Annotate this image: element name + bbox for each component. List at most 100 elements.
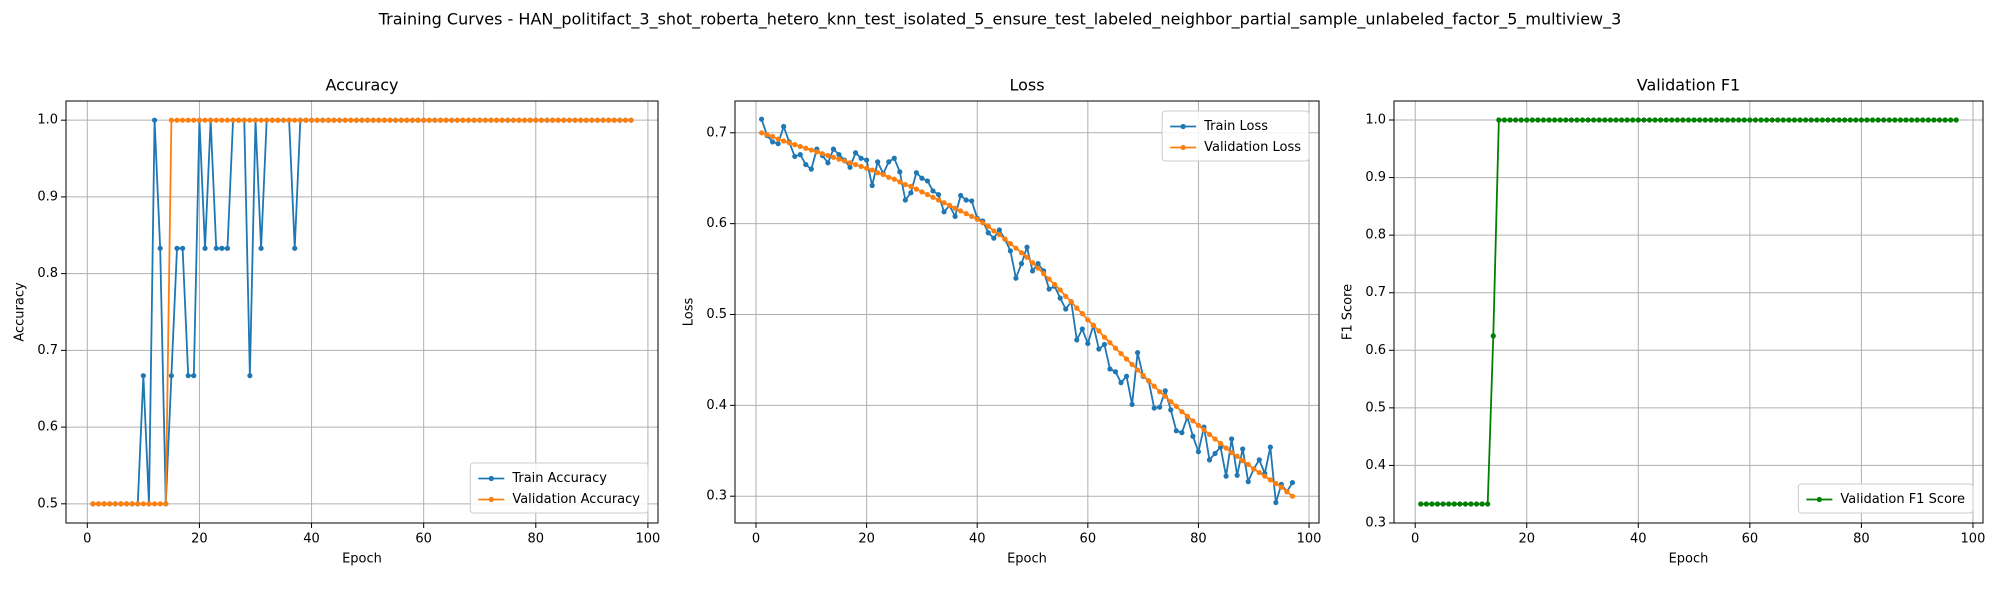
data-point (1157, 404, 1163, 410)
data-point (974, 216, 980, 222)
data-point (902, 197, 908, 203)
y-tick-label: 0.5 (1365, 400, 1386, 415)
data-point (1173, 403, 1179, 409)
data-point (1936, 117, 1943, 123)
data-point (499, 117, 505, 123)
subplot-title: Validation F1 (1637, 76, 1740, 95)
data-point (1546, 117, 1552, 123)
data-point (594, 117, 601, 123)
data-point (269, 117, 275, 123)
data-point (443, 117, 449, 123)
data-point (1002, 236, 1008, 242)
data-point (1786, 117, 1792, 123)
data-point (825, 160, 831, 166)
data-point (803, 161, 809, 168)
data-point (118, 501, 124, 507)
data-point (168, 373, 174, 379)
legend: Train Accuracy Validation Accuracy (469, 462, 649, 514)
data-point (1079, 310, 1085, 317)
data-point (1217, 440, 1224, 447)
data-point (1920, 117, 1926, 123)
data-point (1909, 117, 1915, 123)
data-point (1563, 117, 1569, 123)
data-point (825, 152, 831, 159)
data-point (1057, 295, 1063, 301)
data-point (258, 117, 264, 123)
data-point (482, 117, 488, 123)
data-point (1501, 117, 1508, 123)
data-point (1267, 444, 1273, 450)
data-point (847, 160, 853, 166)
subplot: Accuracy 0 20 40 60 80 100 0.5 0.6 0.7 0.8 0.9 1.0 Ep… (13, 76, 661, 567)
plot-frame (1393, 100, 1984, 524)
data-point (1151, 405, 1157, 411)
legend-box (1797, 483, 1974, 514)
data-point (1212, 450, 1218, 457)
data-point (1063, 306, 1069, 312)
data-point (365, 117, 371, 123)
data-point (919, 175, 925, 181)
data-point (924, 191, 931, 198)
data-point (908, 183, 914, 189)
data-point (208, 117, 214, 123)
data-point (1046, 286, 1052, 292)
data-point (1040, 271, 1047, 277)
data-point (583, 117, 589, 123)
data-point (393, 117, 399, 123)
data-point (1024, 244, 1030, 250)
data-point (600, 117, 606, 123)
data-point (886, 159, 892, 165)
data-point (1168, 399, 1174, 405)
data-point (1869, 117, 1876, 123)
x-tick-label: 60 (1742, 532, 1759, 547)
y-tick-label: 0.9 (37, 189, 58, 204)
data-point (454, 117, 460, 123)
data-point (1825, 117, 1831, 123)
data-point (1256, 457, 1262, 463)
data-point (1135, 350, 1141, 356)
data-point (353, 117, 359, 123)
data-point (770, 139, 776, 145)
data-point (891, 155, 897, 161)
y-tick-label: 0.7 (706, 125, 727, 140)
data-point (505, 117, 511, 123)
data-point (1953, 117, 1959, 123)
legend: Validation F1 Score (1797, 483, 1974, 514)
legend-label: Validation Accuracy (512, 492, 640, 507)
data-point (622, 117, 629, 123)
data-point (958, 192, 964, 199)
data-point (370, 117, 376, 123)
data-point (1079, 326, 1085, 332)
data-point (219, 117, 225, 123)
data-point (864, 165, 870, 171)
data-point (191, 373, 197, 379)
data-point (1524, 117, 1530, 123)
data-point (589, 117, 595, 123)
subplot-title: Accuracy (325, 76, 398, 95)
data-point (1457, 501, 1463, 507)
data-point (449, 117, 455, 123)
data-point (1096, 346, 1102, 352)
y-tick-label: 0.3 (1365, 516, 1386, 531)
data-point (1574, 117, 1580, 123)
data-point (803, 145, 809, 151)
data-point (985, 230, 991, 236)
data-point (510, 117, 516, 123)
data-point (1229, 449, 1235, 456)
data-point (1719, 117, 1725, 123)
data-point (1229, 436, 1235, 442)
data-point (869, 182, 875, 189)
y-tick-label: 1.0 (37, 113, 58, 128)
data-point (409, 117, 416, 123)
data-point (230, 117, 236, 123)
y-tick-label: 0.4 (1365, 458, 1386, 473)
data-point (224, 117, 231, 123)
legend-marker (1816, 496, 1822, 503)
data-point (1245, 461, 1251, 468)
data-point (202, 245, 208, 251)
data-point (432, 117, 438, 123)
data-point (991, 235, 997, 241)
data-point (1223, 473, 1229, 479)
data-point (1579, 117, 1586, 123)
x-tick-label: 80 (1853, 532, 1870, 547)
